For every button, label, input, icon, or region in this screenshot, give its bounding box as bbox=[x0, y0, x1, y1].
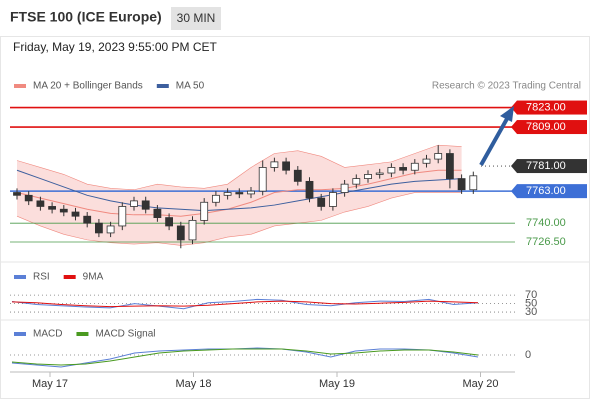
candle-body bbox=[282, 161, 291, 171]
candle-body bbox=[352, 178, 361, 185]
candle-body bbox=[469, 175, 478, 191]
candle-body bbox=[364, 174, 372, 179]
candle-body bbox=[258, 167, 267, 192]
y-tick-label: 0 bbox=[525, 349, 531, 361]
legend-label: RSI bbox=[33, 272, 50, 283]
candle-body bbox=[130, 200, 138, 207]
level-label: 7726.50 bbox=[526, 236, 566, 248]
legend-label: 9MA bbox=[83, 272, 104, 283]
forecast-arrow bbox=[479, 106, 514, 166]
legend-swatch bbox=[14, 84, 26, 88]
level-label-pointer bbox=[511, 184, 517, 199]
candle-body bbox=[387, 167, 396, 174]
indicator-line bbox=[11, 298, 479, 310]
x-tick-label: May 20 bbox=[462, 378, 498, 390]
date: Friday, May 19, 2023 9:55:00 PM CET bbox=[13, 40, 218, 54]
candle-body bbox=[457, 178, 466, 191]
y-tick-label: 50 bbox=[525, 298, 537, 310]
candle-body bbox=[83, 215, 92, 224]
candle-body bbox=[445, 153, 454, 179]
candle-body bbox=[223, 192, 232, 196]
level-label: 7809.00 bbox=[526, 121, 566, 133]
level-label-pointer bbox=[511, 120, 517, 135]
level-label-box bbox=[517, 120, 587, 135]
indicator-line bbox=[11, 300, 479, 308]
candle-body bbox=[141, 200, 150, 210]
x-tick-label: May 19 bbox=[319, 378, 355, 390]
legend-label: MACD bbox=[33, 329, 62, 340]
legend-label: MA 20 + Bollinger Bands bbox=[33, 81, 143, 92]
candle-body bbox=[328, 192, 337, 207]
title: FTSE 100 (ICE Europe) bbox=[10, 9, 162, 25]
level-label-pointer bbox=[511, 100, 517, 115]
candle-body bbox=[317, 197, 326, 207]
candle-body bbox=[176, 225, 185, 241]
candle-body bbox=[36, 200, 45, 207]
candle-body bbox=[399, 167, 408, 171]
candle-body bbox=[48, 206, 56, 210]
x-tick-label: May 17 bbox=[32, 378, 68, 390]
candle-body bbox=[118, 206, 127, 227]
legend-label: MA 50 bbox=[176, 81, 205, 92]
legend-label: MACD Signal bbox=[95, 329, 155, 340]
indicator-line bbox=[11, 348, 479, 366]
candle-body bbox=[305, 180, 314, 199]
candle-body bbox=[188, 219, 197, 241]
candle-body bbox=[95, 222, 103, 234]
interval-badge[interactable] bbox=[171, 7, 221, 30]
candle-body bbox=[293, 169, 302, 182]
legend-swatch bbox=[156, 84, 169, 88]
y-tick-label: 30 bbox=[525, 306, 537, 318]
candle-body bbox=[235, 192, 244, 195]
candle-body bbox=[375, 172, 384, 175]
level-label-box bbox=[517, 159, 587, 174]
candle-body bbox=[410, 162, 419, 171]
candle-body bbox=[270, 161, 279, 168]
candle-body bbox=[13, 192, 21, 196]
candle-body bbox=[211, 194, 220, 203]
level-label: 7781.00 bbox=[526, 160, 566, 172]
legend-swatch bbox=[63, 275, 76, 279]
candle-body bbox=[165, 217, 174, 227]
candle-body bbox=[340, 183, 349, 193]
level-label: 7740.00 bbox=[526, 217, 566, 229]
candle-body bbox=[434, 153, 443, 160]
interval[interactable]: 30 MIN bbox=[177, 11, 216, 25]
legend-swatch bbox=[76, 332, 89, 336]
candle-body bbox=[59, 208, 68, 213]
candle-body bbox=[247, 190, 255, 195]
level-label-box bbox=[517, 184, 587, 199]
candle-body bbox=[106, 225, 115, 234]
y-tick-label: 70 bbox=[525, 289, 537, 301]
arrow-head bbox=[500, 106, 514, 122]
legend-swatch bbox=[14, 275, 26, 279]
source: Research © 2023 Trading Central bbox=[432, 81, 581, 92]
level-label-box bbox=[517, 100, 587, 115]
candle-body bbox=[422, 158, 431, 164]
level-label-pointer bbox=[511, 159, 517, 174]
ma50-line bbox=[16, 169, 462, 212]
ma20-line bbox=[16, 169, 462, 217]
legend-swatch bbox=[14, 332, 26, 336]
x-tick-label: May 18 bbox=[175, 378, 211, 390]
bollinger-lower bbox=[16, 192, 462, 246]
bollinger-upper bbox=[16, 144, 462, 191]
candle-body bbox=[71, 211, 80, 217]
candle-body bbox=[24, 194, 33, 202]
level-label: 7823.00 bbox=[526, 101, 566, 113]
candle-body bbox=[153, 208, 162, 218]
arrow-shaft bbox=[479, 116, 510, 166]
candle-body bbox=[200, 201, 209, 221]
level-label: 7763.00 bbox=[526, 185, 566, 197]
